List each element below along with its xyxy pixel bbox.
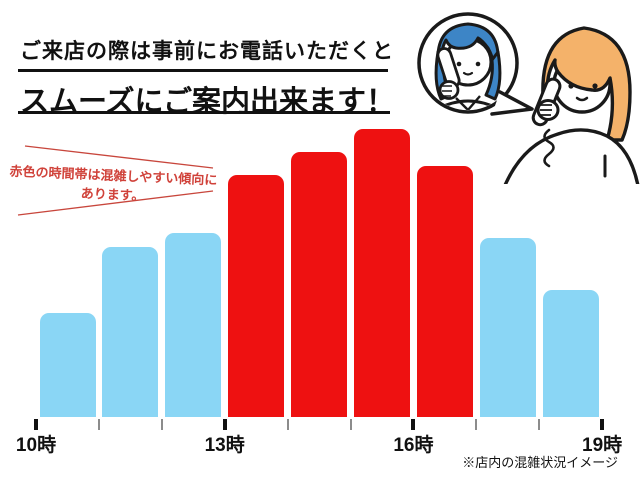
annotation-guide-line-bottom [17,190,214,216]
bar-13時 [228,175,285,417]
axis-minor-tick [475,419,478,430]
axis-minor-tick [97,419,100,430]
bar-15時 [354,129,410,417]
customer-hair [541,26,632,142]
receptionist-smile [462,71,474,76]
axis-minor-tick [538,419,541,430]
header-underline-1 [18,69,388,72]
bar-16時 [416,166,473,417]
speech-bubble-tail [490,90,534,116]
phone-call-illustration [417,12,640,184]
customer-eye-right [592,83,598,89]
axis-major-tick [34,419,38,430]
receptionist-hair-right [484,50,502,101]
axis-minor-tick [286,419,289,430]
customer-eye-left [568,83,574,89]
chart-footnote: ※店内の混雑状況イメージ [462,455,618,470]
receptionist-eye-left [456,61,462,67]
bar-10時 [39,313,96,417]
bar-14時 [291,152,348,417]
axis-minor-tick [349,419,352,430]
axis-label-13時: 13時 [204,435,245,456]
receptionist-eye-right [475,61,481,67]
axis-label-10時: 10時 [15,435,57,456]
bar-17時 [479,238,536,417]
axis-label-19時: 19時 [582,435,623,456]
header-underline-2 [18,111,390,114]
axis-major-tick [411,419,416,430]
bar-12時 [165,232,222,417]
bar-11時 [102,247,159,417]
bar-18時 [542,290,599,417]
axis-major-tick [600,419,605,430]
receptionist-collar [455,95,481,110]
annotation-guide-line-top [24,145,214,169]
annotation-text-line-2: あります。 [80,185,145,204]
axis-major-tick [222,419,227,430]
phone-cord [543,128,555,168]
customer-figure [503,26,640,184]
axis-label-16時: 16時 [393,435,434,456]
axis-minor-tick [160,419,163,430]
annotation-guide-lines [17,145,214,216]
customer-smile [575,96,589,102]
receptionist-fingers [442,85,452,97]
customer-fingers [540,104,552,116]
header-line-1: ご来店の際は事前にお電話いただくと [20,40,394,63]
